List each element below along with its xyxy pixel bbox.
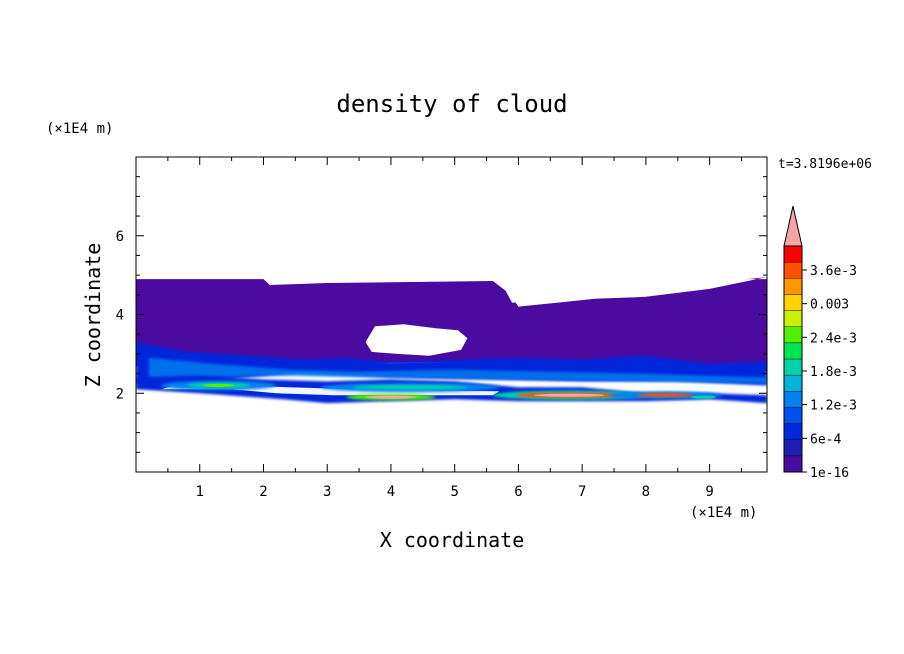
colorbar-swatch xyxy=(783,358,803,376)
cloud-core-right-spot xyxy=(690,395,717,399)
colorbar-swatch xyxy=(783,439,803,457)
y-tick-label: 6 xyxy=(116,229,124,245)
cloud-core-base-right xyxy=(534,393,605,397)
cloud-core-left-peak xyxy=(202,383,235,387)
colorbar-swatch xyxy=(783,391,803,408)
x-tick-label: 2 xyxy=(259,484,267,500)
colorbar-label: 2.4e-3 xyxy=(810,331,857,346)
y-tick-label: 2 xyxy=(116,386,124,402)
colorbar-label: 1e-16 xyxy=(810,466,849,481)
cloud-clear-gap xyxy=(365,324,468,356)
x-tick-label: 1 xyxy=(196,484,204,500)
colorbar-labels: 3.6e-3 0.003 2.4e-3 1.8e-3 1.2e-3 6e-4 1e-16 xyxy=(802,264,857,481)
x-tick-label: 7 xyxy=(578,484,586,500)
colorbar-swatch xyxy=(783,261,803,279)
y-axis-label: Z coordinate xyxy=(81,243,105,388)
cloud-band-mid-inner xyxy=(148,357,767,384)
x-tick-label: 9 xyxy=(705,484,713,500)
colorbar-label: 1.8e-3 xyxy=(810,365,857,380)
colorbar-label: 0.003 xyxy=(810,298,849,313)
colorbar-label: 1.2e-3 xyxy=(810,399,857,414)
colorbar-swatch xyxy=(783,245,803,263)
colorbar-swatch xyxy=(783,294,803,311)
colorbar-frame xyxy=(783,245,803,473)
x-tick-labels: 1 2 3 4 5 6 7 8 9 xyxy=(196,484,714,500)
x-tick-label: 3 xyxy=(323,484,331,500)
cloud-core-base-left xyxy=(365,395,417,399)
colorbar xyxy=(783,205,803,473)
colorbar-swatch xyxy=(783,455,803,473)
colorbar-label: 3.6e-3 xyxy=(810,264,857,279)
colorbar-swatch xyxy=(783,423,803,440)
cloud-core-right xyxy=(636,393,694,398)
cloud-core-center-inner xyxy=(352,384,468,390)
cloud-clear-gap-right xyxy=(499,277,767,307)
colorbar-swatch xyxy=(783,342,803,360)
y-unit-label: (×1E4 m) xyxy=(46,121,113,137)
colorbar-swatch xyxy=(783,310,803,327)
colorbar-swatch xyxy=(783,407,803,424)
colorbar-over-triangle xyxy=(783,205,803,247)
axis-ticks xyxy=(135,156,767,473)
colorbar-swatch xyxy=(783,374,803,392)
x-tick-label: 5 xyxy=(450,484,458,500)
x-tick-label: 6 xyxy=(514,484,522,500)
plot-area xyxy=(136,277,767,404)
colorbar-label: 6e-4 xyxy=(810,432,841,447)
x-axis-label: X coordinate xyxy=(380,528,525,552)
colorbar-swatch xyxy=(783,326,803,344)
x-unit-label: (×1E4 m) xyxy=(690,505,757,521)
chart-title: density of cloud xyxy=(336,90,567,118)
y-tick-labels: 2 4 6 xyxy=(116,229,124,403)
y-tick-label: 4 xyxy=(116,308,124,324)
time-label: t=3.8196e+06 xyxy=(778,157,872,172)
colorbar-swatch xyxy=(783,278,803,295)
cloud-layer-upper xyxy=(136,277,767,372)
x-tick-label: 8 xyxy=(642,484,650,500)
x-tick-label: 4 xyxy=(387,484,395,500)
